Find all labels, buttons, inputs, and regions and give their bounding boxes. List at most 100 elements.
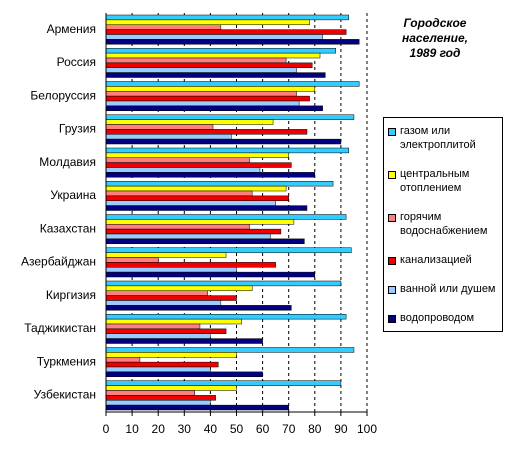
bar: [105, 195, 289, 201]
x-tick-label: 40: [204, 422, 218, 436]
bar: [105, 67, 297, 73]
bar: [105, 361, 219, 368]
bar: [105, 252, 227, 258]
legend-item: водопроводом: [388, 311, 498, 325]
bar: [105, 162, 292, 168]
legend-label: горячим водоснабжением: [400, 211, 488, 237]
y-tick-label: Туркмения: [37, 354, 96, 368]
bar: [105, 57, 287, 64]
bar: [105, 219, 295, 225]
x-tick-label: 70: [282, 422, 296, 436]
bar: [105, 134, 232, 140]
bar: [105, 86, 316, 92]
x-tick-label: 100: [357, 422, 377, 436]
bar: [105, 200, 276, 206]
legend-item: канализацией: [388, 253, 498, 267]
y-tick-label: Киргизия: [46, 288, 96, 302]
bar: [105, 395, 216, 401]
legend-item: ванной или душем: [388, 282, 498, 296]
legend-swatch: [388, 286, 396, 294]
bar: [105, 34, 323, 40]
legend-label: газом или электроплитой: [400, 125, 476, 151]
bar: [105, 333, 211, 339]
y-tick-label: Армения: [47, 22, 96, 36]
bar: [105, 62, 313, 68]
bar: [105, 72, 326, 78]
bar: [105, 157, 250, 163]
bar: [105, 185, 287, 192]
bar: [105, 214, 347, 220]
bar: [105, 267, 237, 273]
bar: [105, 305, 292, 311]
bar: [105, 190, 253, 197]
bar: [105, 181, 334, 187]
bar: [105, 24, 222, 30]
legend: газом или электроплитой центральным отопл…: [383, 117, 503, 332]
bar: [105, 19, 310, 25]
bar: [105, 390, 195, 396]
bar: [105, 39, 360, 45]
bar: [105, 233, 271, 240]
y-tick-label: Белоруссия: [30, 88, 96, 102]
bar: [105, 52, 321, 59]
bar: [105, 48, 336, 54]
legend-item: горячим водоснабжением: [388, 210, 498, 238]
bar: [105, 338, 263, 344]
bar: [105, 400, 211, 406]
bar: [105, 224, 250, 230]
bar: [105, 328, 227, 334]
legend-swatch: [388, 128, 396, 136]
y-tick-label: Молдавия: [39, 155, 96, 169]
bar: [105, 95, 310, 102]
bar: [105, 352, 237, 358]
x-tick-label: 10: [125, 422, 139, 436]
legend-label: ванной или душем: [400, 283, 496, 295]
legend-item: газом или электроплитой: [388, 124, 498, 152]
chart-title: Городское население, 1989 год: [402, 16, 468, 60]
x-tick-label: 80: [308, 422, 322, 436]
x-tick-label: 20: [152, 422, 166, 436]
legend-swatch: [388, 315, 396, 323]
legend-label: канализацией: [400, 254, 472, 266]
bar: [105, 371, 263, 377]
bar: [105, 172, 316, 178]
bar: [105, 366, 211, 373]
bar: [105, 314, 347, 320]
bar: [105, 285, 253, 291]
bar: [105, 347, 355, 353]
bar: [105, 271, 316, 278]
bar: [105, 129, 308, 135]
bar: [105, 404, 289, 411]
x-tick-label: 60: [256, 422, 270, 436]
bar: [105, 105, 323, 111]
x-tick-label: 50: [230, 422, 244, 436]
bar: [105, 262, 276, 268]
bar: [105, 290, 209, 296]
legend-swatch: [388, 171, 396, 179]
bar: [105, 152, 289, 158]
bar: [105, 238, 305, 244]
x-tick-label: 90: [334, 422, 348, 436]
bar: [105, 91, 297, 97]
bar: [105, 380, 342, 386]
bar: [105, 257, 159, 263]
legend-label: центральным отоплением: [400, 168, 470, 194]
bar: [105, 124, 214, 130]
bar: [105, 318, 242, 325]
bar: [105, 357, 141, 363]
bar: [105, 247, 352, 253]
bar: [105, 147, 349, 154]
y-tick-label: Украина: [50, 188, 96, 202]
y-tick-label: Азербайджан: [21, 255, 96, 269]
bar: [105, 385, 237, 391]
bar: [105, 167, 261, 173]
bar: [105, 29, 347, 35]
bar: [105, 119, 274, 125]
bar: [105, 81, 360, 87]
legend-swatch: [388, 214, 396, 222]
bar: [105, 228, 282, 235]
bar: [105, 100, 300, 107]
y-tick-label: Россия: [57, 55, 96, 69]
